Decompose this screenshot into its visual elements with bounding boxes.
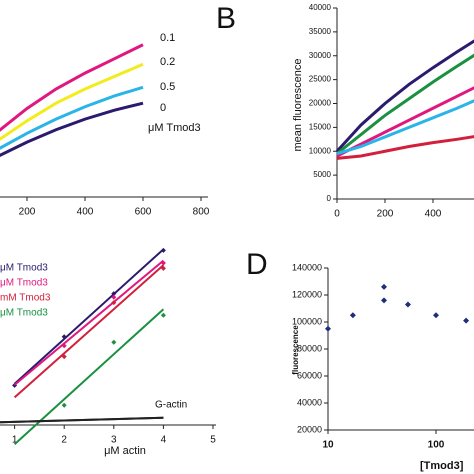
legend-label: μM Tmod3 [0, 278, 48, 289]
data-point [380, 283, 387, 290]
data-point [111, 300, 117, 306]
series-line [0, 101, 144, 157]
y-tick-label: 10000 [309, 146, 332, 155]
legend-label: μM Tmod3 [0, 263, 48, 274]
fit-line [13, 264, 165, 399]
data-point [404, 301, 411, 308]
y-tick-label: 25000 [309, 75, 332, 84]
y-tick-label: 60000 [297, 370, 322, 380]
y-tick-label: 20000 [297, 424, 322, 434]
series-line [335, 39, 474, 153]
legend-note: μM Tmod3 [148, 122, 201, 134]
y-tick-label: 20000 [309, 99, 332, 108]
y-tick-label: 15000 [309, 122, 332, 131]
data-point [160, 260, 166, 266]
legend-label: 0 [160, 102, 166, 114]
legend-label: 0.5 [160, 81, 175, 93]
legend-label: 0.1 [160, 32, 175, 44]
y-tick-label: 40000 [309, 3, 332, 12]
y-tick-label: 35000 [309, 27, 332, 36]
x-tick-label: 600 [135, 207, 152, 218]
data-point [61, 354, 67, 360]
x-tick-label: 10 [322, 440, 334, 451]
x-tick-label: 5 [210, 435, 216, 446]
series-line [336, 53, 474, 155]
x-tick-label: 100 [428, 440, 445, 451]
x-tick-label: 4 [161, 435, 167, 446]
y-axis-label: fluorescence [291, 325, 300, 375]
y-tick-label: 80000 [297, 343, 322, 353]
legend-label: mM Tmod3 [0, 293, 51, 304]
data-point [61, 334, 67, 340]
data-point [160, 247, 166, 253]
data-point [160, 265, 166, 271]
series-line [0, 43, 144, 132]
series-line [0, 416, 164, 424]
data-point [61, 402, 67, 408]
x-tick-label: 400 [425, 209, 442, 220]
x-tick-label: 0 [334, 209, 340, 220]
y-tick-label: 120000 [292, 289, 322, 299]
data-point [325, 325, 331, 332]
fit-line [13, 259, 165, 386]
y-tick-label: 100000 [292, 316, 322, 326]
fit-line [13, 248, 165, 385]
x-tick-label: 800 [193, 207, 210, 218]
data-point [160, 312, 166, 318]
x-axis-label: μM actin [104, 445, 146, 457]
y-axis-label: mean fluorescence [292, 59, 304, 152]
series-line [0, 85, 144, 150]
data-point [463, 317, 470, 324]
y-tick-label: 0 [327, 194, 332, 203]
data-point [349, 312, 356, 319]
data-point [111, 294, 117, 300]
data-point [61, 343, 67, 349]
x-tick-label: 200 [19, 207, 36, 218]
y-tick-label: 30000 [309, 51, 332, 60]
series-line [0, 62, 144, 141]
x-tick-label: 2 [61, 435, 67, 446]
data-point [111, 339, 117, 345]
y-tick-label: 40000 [297, 397, 322, 407]
data-point [111, 291, 117, 297]
x-tick-label: 1 [12, 435, 18, 446]
series-label: G-actin [155, 400, 187, 411]
data-point [433, 312, 439, 319]
panel-letter: D [246, 248, 268, 281]
x-tick-label: 3 [111, 435, 117, 446]
series-line [336, 135, 474, 160]
series-line [336, 86, 474, 158]
x-tick-label: 400 [77, 207, 94, 218]
y-tick-label: 5000 [313, 170, 331, 179]
x-axis-label: [Tmod3] [420, 460, 464, 472]
series-line [336, 99, 474, 156]
x-tick-label: 200 [377, 209, 394, 220]
data-point [380, 297, 387, 304]
panel-letter: B [216, 2, 236, 35]
y-tick-label: 140000 [292, 262, 322, 272]
legend-label: μM Tmod3 [0, 308, 48, 319]
legend-label: 0.2 [160, 56, 175, 68]
